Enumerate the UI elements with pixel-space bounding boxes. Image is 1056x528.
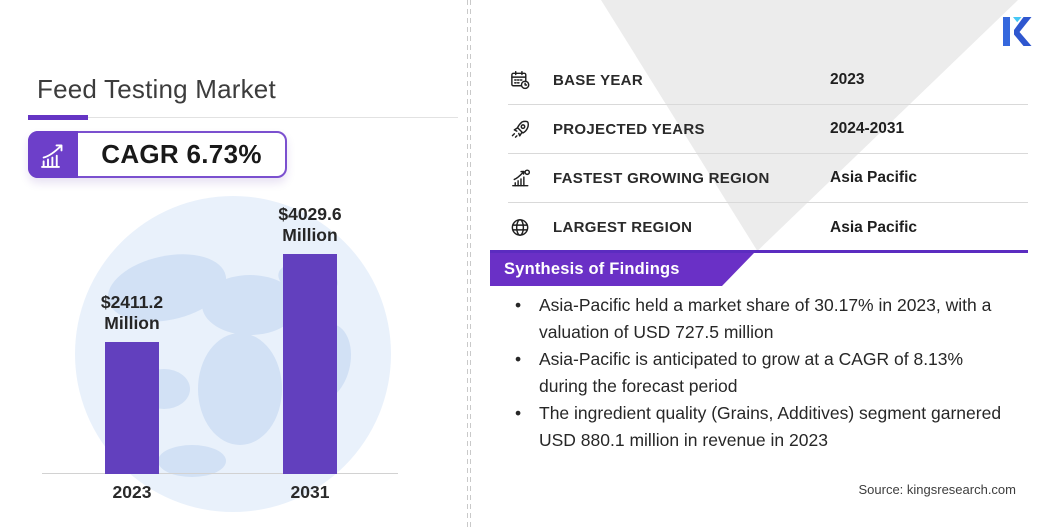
cagr-value: CAGR 6.73%: [101, 139, 262, 169]
title-accent-bar: [28, 115, 88, 120]
growth-chart-icon: [508, 166, 532, 190]
stat-label: BASE YEAR: [553, 71, 643, 89]
findings-header: Synthesis of Findings: [504, 260, 680, 278]
findings-header-banner: Synthesis of Findings: [490, 253, 754, 286]
bar-2023: [105, 342, 159, 474]
globe-icon: [508, 216, 532, 240]
finding-bullet: The ingredient quality (Grains, Additive…: [507, 400, 1012, 454]
growth-arrow-chart-icon: [28, 131, 78, 178]
stat-row-base-year: BASE YEAR 2023: [508, 56, 1028, 105]
panel-divider-dashed-line: [467, 0, 468, 528]
cagr-badge: CAGR 6.73%: [28, 131, 287, 178]
findings-bullet-list: Asia-Pacific held a market share of 30.1…: [507, 292, 1012, 454]
stat-row-fastest-growing-region: FASTEST GROWING REGION Asia Pacific: [508, 154, 1028, 203]
stat-row-projected-years: PROJECTED YEARS 2024-2031: [508, 105, 1028, 154]
stat-value: 2023: [830, 71, 865, 88]
source-attribution: Source: kingsresearch.com: [858, 482, 1016, 497]
x-tick-2023: 2023: [112, 482, 152, 502]
title-divider: [28, 117, 458, 118]
stat-row-largest-region: LARGEST REGION Asia Pacific: [508, 203, 1028, 252]
key-stats-table: BASE YEAR 2023 PROJECTED YEARS 2024-2031: [508, 56, 1028, 252]
kings-research-logo: [1002, 10, 1038, 48]
finding-bullet: Asia-Pacific held a market share of 30.1…: [507, 292, 1012, 346]
finding-bullet: Asia-Pacific is anticipated to grow at a…: [507, 346, 1012, 400]
findings-top-rule: [490, 250, 1028, 253]
bar-2031: [283, 254, 337, 474]
x-axis-line: [42, 473, 398, 474]
calendar-clock-icon: [508, 68, 532, 92]
panel-divider-dashed-line: [470, 0, 471, 528]
x-tick-2031: 2031: [290, 482, 330, 502]
rocket-icon: [508, 117, 532, 141]
stat-value: Asia Pacific: [830, 218, 918, 236]
stat-value: 2024-2031: [830, 120, 905, 137]
bar-group-2023: $2411.2 Million: [67, 292, 197, 474]
stat-value: Asia Pacific: [830, 169, 918, 186]
stat-label: PROJECTED YEARS: [553, 120, 705, 138]
bar-value-label: $4029.6 Million: [278, 204, 342, 245]
bar-group-2031: $4029.6 Million: [245, 204, 375, 474]
stat-label: FASTEST GROWING REGION: [553, 169, 770, 187]
bar-value-label: $2411.2 Million: [100, 292, 164, 333]
page-title: Feed Testing Market: [37, 74, 276, 104]
stat-label: LARGEST REGION: [553, 219, 693, 236]
